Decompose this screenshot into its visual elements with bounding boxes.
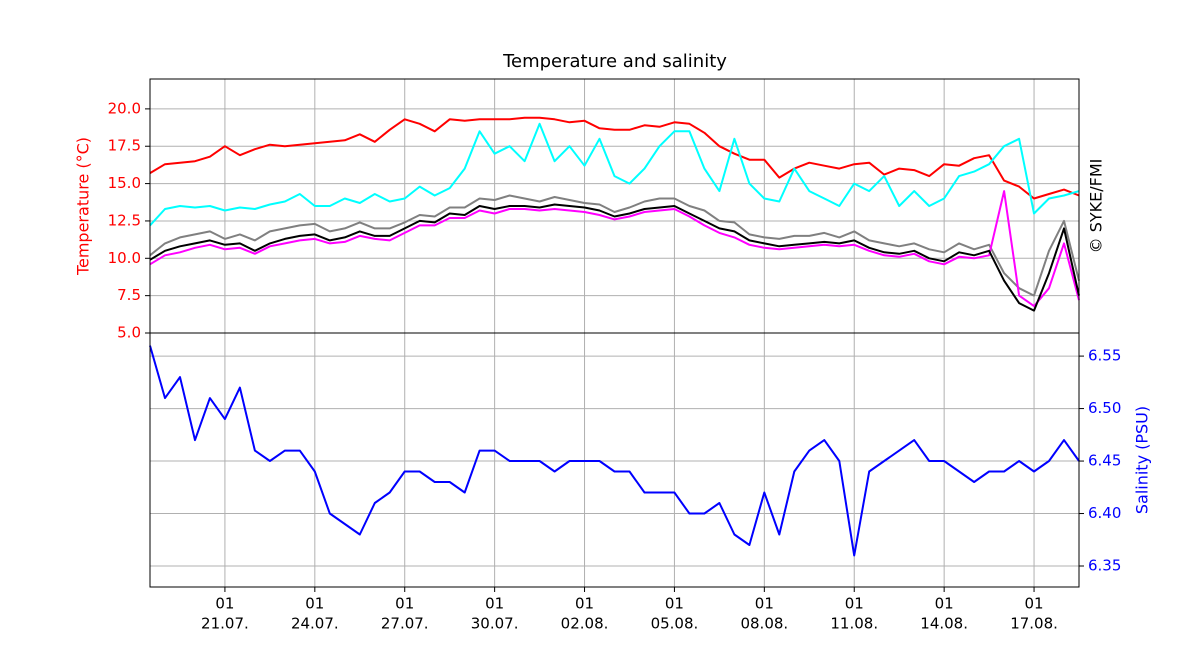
chart-title: Temperature and salinity xyxy=(502,51,727,72)
y-tick-label: 7.5 xyxy=(117,286,141,304)
y-tick-label: 12.5 xyxy=(108,211,141,229)
x-tick-label: 01 xyxy=(395,595,414,613)
x-tick-label: 01 xyxy=(755,595,774,613)
x-tick-label: 01 xyxy=(665,595,684,613)
x-tick-label: 14.08. xyxy=(920,615,968,633)
x-tick-label: 21.07. xyxy=(201,615,249,633)
x-tick-label: 05.08. xyxy=(651,615,699,633)
y-tick-label: 10.0 xyxy=(108,249,141,267)
x-tick-label: 01 xyxy=(575,595,594,613)
y-axis-label: Temperature (°C) xyxy=(74,137,93,276)
y2-tick-label: 6.45 xyxy=(1088,452,1121,470)
y-tick-label: 20.0 xyxy=(108,99,141,117)
y-tick-label: 17.5 xyxy=(108,137,141,155)
y-tick-label: 5.0 xyxy=(117,324,141,342)
data-line xyxy=(149,203,1080,312)
x-tick-label: 08.08. xyxy=(740,615,788,633)
y2-tick-label: 6.50 xyxy=(1088,399,1121,417)
top-panel-frame xyxy=(149,78,1080,334)
x-tick-label: 01 xyxy=(485,595,504,613)
y2-axis-label: Salinity (PSU) xyxy=(1133,406,1152,514)
x-tick-label: 01 xyxy=(845,595,864,613)
bottom-panel-frame xyxy=(149,332,1080,588)
x-tick-label: 30.07. xyxy=(471,615,519,633)
data-line xyxy=(149,122,1080,227)
x-tick-label: 01 xyxy=(305,595,324,613)
x-tick-label: 17.08. xyxy=(1010,615,1058,633)
copyright: © SYKE/FMI xyxy=(1087,159,1106,254)
y2-tick-label: 6.55 xyxy=(1088,347,1121,365)
x-tick-label: 11.08. xyxy=(830,615,878,633)
x-tick-label: 01 xyxy=(935,595,954,613)
y2-tick-label: 6.35 xyxy=(1088,557,1121,575)
y-tick-label: 15.0 xyxy=(108,174,141,192)
data-line xyxy=(149,345,1080,557)
x-tick-label: 01 xyxy=(215,595,234,613)
data-line xyxy=(149,190,1080,308)
x-tick-label: 24.07. xyxy=(291,615,339,633)
x-tick-label: 01 xyxy=(1025,595,1044,613)
x-tick-label: 02.08. xyxy=(561,615,609,633)
y2-tick-label: 6.40 xyxy=(1088,504,1121,522)
data-line xyxy=(149,116,1080,200)
data-line xyxy=(149,194,1080,297)
x-tick-label: 27.07. xyxy=(381,615,429,633)
